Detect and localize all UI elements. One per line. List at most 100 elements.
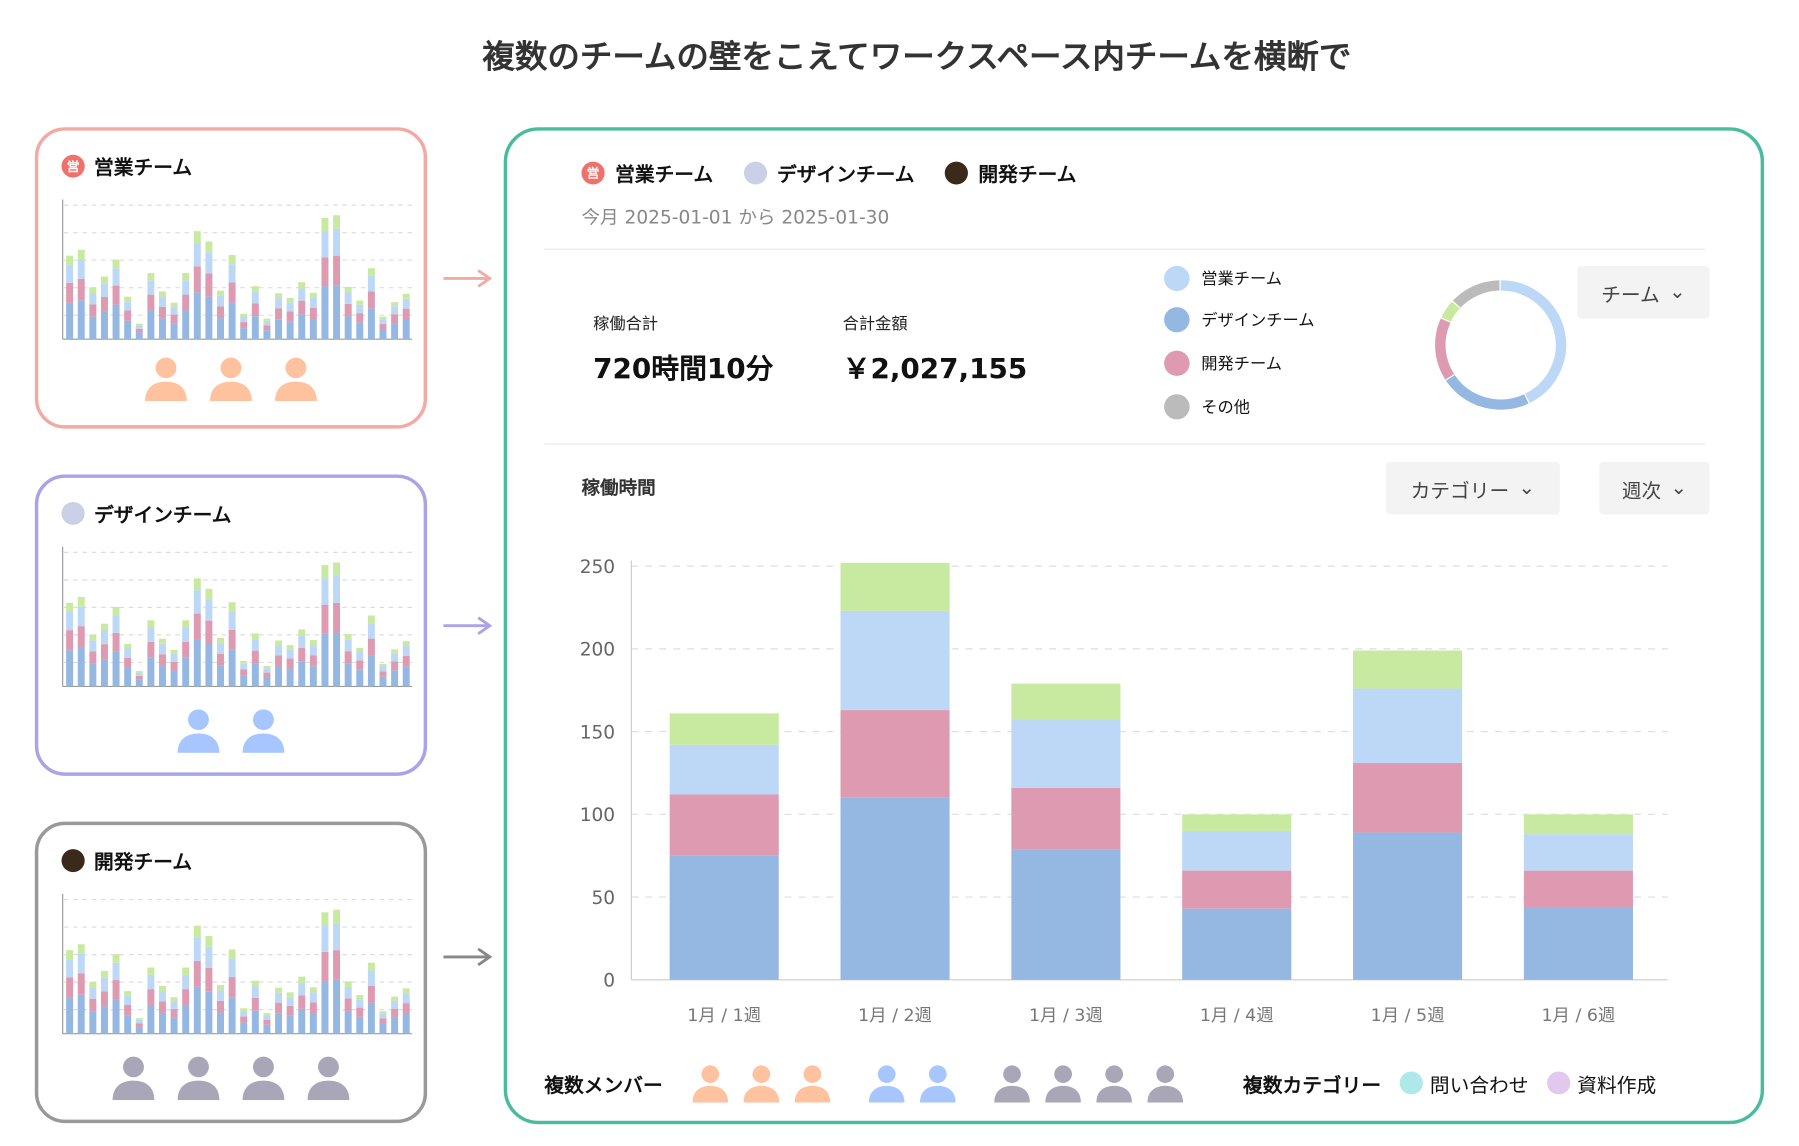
mini-bar	[298, 288, 306, 301]
mini-bar	[275, 640, 283, 646]
mini-bar	[379, 324, 387, 330]
dashboard-panel: 営営業チーム デザインチーム 開発チーム 今月 2025-01-01 から 20…	[503, 127, 1765, 1125]
mini-bar	[228, 649, 236, 687]
mini-bar	[228, 629, 236, 650]
mini-bar	[379, 316, 387, 320]
person-icon	[692, 1065, 729, 1103]
bar-segment	[1011, 683, 1121, 721]
mini-bar	[100, 644, 108, 660]
mini-bar	[182, 620, 190, 628]
legend-item: デザインチーム	[1164, 307, 1314, 333]
mini-bar	[344, 651, 352, 664]
mini-bar	[170, 1017, 178, 1034]
mini-bar	[182, 294, 190, 311]
mini-bar	[367, 291, 375, 309]
mini-bar	[286, 1005, 294, 1016]
bar-segment	[1353, 763, 1463, 833]
mini-bar	[66, 950, 74, 960]
mini-bar	[356, 304, 364, 314]
mini-bar	[182, 1004, 190, 1034]
category-tag[interactable]: 資料作成	[1547, 1069, 1656, 1097]
mini-bar	[100, 970, 108, 978]
mini-bar	[228, 997, 236, 1034]
mini-bar	[135, 328, 143, 333]
mini-bar	[367, 615, 375, 624]
bar-segment	[1523, 870, 1633, 908]
mini-bar	[228, 254, 236, 265]
mini-bar	[77, 300, 85, 340]
mini-bar	[344, 634, 352, 640]
mini-bar	[286, 302, 294, 312]
chevron-down-icon: ⌄	[1670, 476, 1688, 500]
mini-bar	[391, 323, 399, 340]
person-icon	[177, 709, 220, 753]
mini-bar	[309, 307, 317, 320]
mini-bar	[66, 630, 74, 651]
team-chip-dev[interactable]: 開発チーム	[944, 158, 1076, 187]
mini-bar	[251, 997, 259, 1011]
mini-bar	[66, 602, 74, 612]
mini-bar	[275, 293, 283, 299]
dev-team-avatar-icon	[61, 848, 85, 872]
team-chip-design[interactable]: デザインチーム	[743, 158, 915, 187]
team-chip-sales[interactable]: 営営業チーム	[581, 158, 713, 187]
mini-bar	[275, 319, 283, 340]
category-dropdown[interactable]: カテゴリー ⌄	[1385, 461, 1560, 515]
mini-bar	[77, 647, 85, 687]
mini-bar	[100, 623, 108, 631]
mini-bar	[205, 273, 213, 297]
mini-bar	[124, 991, 132, 996]
bar-segment	[669, 855, 779, 980]
mini-bar	[263, 318, 271, 321]
mini-bar	[356, 1007, 364, 1017]
mini-bar	[147, 310, 155, 340]
mini-bar	[77, 259, 85, 279]
mini-bar	[193, 937, 201, 961]
mini-bar	[333, 562, 341, 576]
period-dropdown[interactable]: 週次 ⌄	[1599, 461, 1710, 515]
mini-bar	[124, 657, 132, 668]
mini-bar	[124, 296, 132, 302]
mini-bar	[205, 241, 213, 253]
card-title: 開発チーム	[94, 851, 193, 875]
mini-bar	[333, 215, 341, 229]
mini-bar	[89, 1011, 97, 1034]
mini-bar	[286, 1015, 294, 1034]
mini-bar	[159, 291, 166, 297]
mini-bar	[379, 319, 387, 325]
person-icon	[1045, 1065, 1081, 1103]
mini-bar	[170, 997, 178, 1002]
stacked-bar-chart: 0 50 100 150 200 250 1月 / 1週 1月 / 2週 1月 / 3週 1月 /…	[580, 557, 1668, 1026]
mini-bar	[112, 615, 120, 633]
mini-bar	[112, 285, 120, 305]
bar-segment	[1353, 650, 1463, 689]
person-icon	[177, 1056, 220, 1101]
mini-bar	[147, 1004, 155, 1034]
category-tag[interactable]: 問い合わせ	[1399, 1069, 1529, 1097]
mini-bar	[170, 661, 178, 671]
mini-bar	[89, 998, 97, 1012]
mini-bar	[193, 960, 201, 987]
mini-bar	[182, 989, 190, 1005]
mini-bar	[228, 302, 236, 340]
mini-bar	[159, 991, 166, 1002]
mini-bar	[379, 666, 387, 672]
mini-bar	[124, 310, 132, 321]
team-dropdown[interactable]: チーム ⌄	[1577, 265, 1710, 319]
mini-bar	[205, 588, 213, 600]
mini-bar	[217, 290, 224, 296]
person-icon	[210, 357, 252, 402]
mini-bar	[182, 273, 190, 281]
mini-bar	[240, 316, 248, 323]
bar-segment	[1011, 849, 1121, 980]
mini-bar	[240, 661, 248, 664]
donut-segment	[1441, 301, 1460, 322]
mini-bar	[321, 578, 329, 605]
mini-bar	[159, 306, 166, 319]
mini-bar	[217, 990, 224, 1001]
mini-bar	[333, 979, 341, 1034]
mini-bar	[193, 292, 201, 340]
mini-bar	[66, 282, 74, 303]
mini-bar	[159, 643, 166, 655]
mini-bar	[228, 976, 236, 998]
